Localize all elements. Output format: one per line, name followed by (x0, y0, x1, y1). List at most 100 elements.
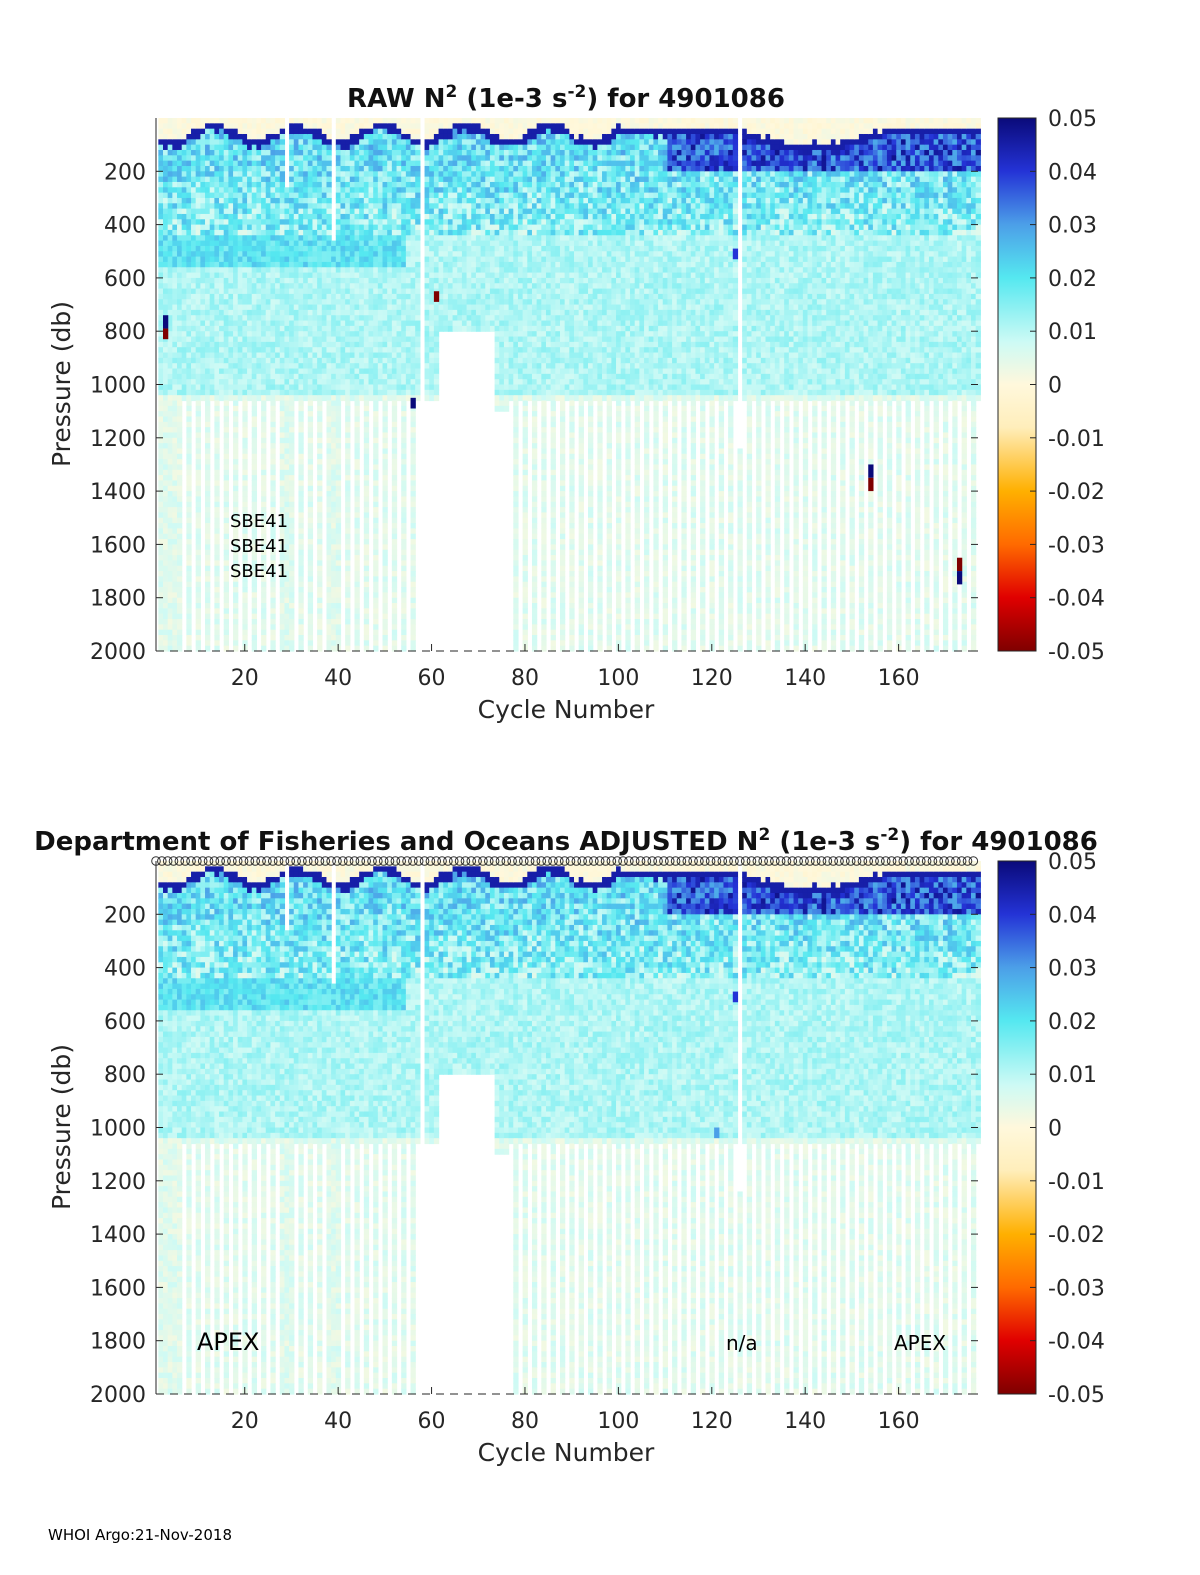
heatmap-cell (293, 176, 300, 183)
heatmap-cell (401, 453, 407, 460)
heatmap-cell (307, 507, 314, 514)
heatmap-cell (219, 395, 225, 402)
heatmap-cell (382, 256, 388, 263)
heatmap-cell (237, 155, 243, 162)
heatmap-cell (368, 160, 374, 167)
heatmap-cell (466, 320, 472, 327)
heatmap-cell (373, 613, 379, 620)
heatmap-cell (158, 176, 164, 183)
heatmap-cell (181, 229, 187, 236)
heatmap-cell (354, 277, 360, 284)
heatmap-cell (401, 400, 407, 407)
heatmap-cell (447, 277, 454, 284)
heatmap-cell (396, 213, 402, 220)
heatmap-cell (261, 624, 267, 631)
heatmap-cell (452, 240, 458, 247)
heatmap-cell (466, 299, 472, 306)
heatmap-cell (298, 421, 304, 428)
heatmap-cell (209, 240, 215, 247)
heatmap-cell (429, 267, 435, 274)
heatmap-cell (293, 341, 300, 348)
heatmap-cell (205, 160, 211, 167)
heatmap-cell (335, 251, 342, 258)
heatmap-cell (317, 485, 323, 492)
heatmap-cell (167, 171, 173, 178)
heatmap-cell (312, 315, 318, 322)
heatmap-cell (279, 416, 286, 423)
heatmap-cell (167, 224, 173, 231)
heatmap-cell (256, 133, 262, 140)
heatmap-cell (326, 491, 332, 498)
heatmap-cell (284, 576, 290, 583)
heatmap-cell (270, 555, 276, 561)
heatmap-cell (205, 427, 211, 434)
heatmap-cell (195, 576, 201, 583)
heatmap-cell (354, 165, 360, 172)
heatmap-cell (275, 341, 281, 348)
heatmap-cell (172, 469, 178, 476)
heatmap-cell (382, 421, 388, 428)
heatmap-cell (373, 144, 379, 151)
heatmap-cell (382, 160, 388, 167)
heatmap-cell (387, 165, 393, 172)
heatmap-cell (214, 400, 220, 407)
heatmap-cell (270, 517, 276, 524)
heatmap-cell (247, 277, 253, 284)
heatmap-cell (289, 560, 295, 567)
heatmap-cell (382, 331, 388, 338)
heatmap-cell (447, 171, 454, 178)
heatmap-cell (354, 475, 360, 482)
heatmap-cell (433, 320, 440, 327)
heatmap-cell (401, 219, 407, 226)
heatmap-cell (275, 389, 281, 396)
heatmap-cell (233, 309, 239, 316)
heatmap-cell (331, 288, 337, 295)
heatmap-cell (307, 421, 314, 428)
heatmap-cell (345, 283, 351, 290)
heatmap-cell (312, 357, 318, 364)
heatmap-cell (242, 395, 248, 402)
heatmap-cell (167, 544, 173, 551)
heatmap-cell (284, 229, 290, 236)
heatmap-cell (349, 144, 356, 151)
heatmap-cell (181, 352, 187, 359)
heatmap-cell (410, 576, 416, 583)
heatmap-cell (335, 523, 342, 530)
heatmap-cell (377, 304, 384, 311)
heatmap-cell (326, 288, 332, 295)
heatmap-cell (382, 576, 388, 583)
heatmap-cell (335, 203, 342, 210)
heatmap-cell (237, 187, 243, 194)
heatmap-cell (172, 405, 178, 412)
heatmap-cell (172, 304, 178, 311)
heatmap-cell (363, 528, 370, 535)
heatmap-cell (340, 123, 346, 130)
heatmap-cell (317, 507, 323, 514)
heatmap-cell (223, 373, 229, 380)
heatmap-cell (219, 208, 225, 215)
heatmap-cell (242, 581, 248, 588)
heatmap-cell (219, 171, 225, 178)
heatmap-cell (317, 224, 323, 231)
heatmap-cell (391, 608, 398, 615)
heatmap-cell (256, 363, 262, 370)
heatmap-cell (345, 603, 351, 609)
heatmap-cell (307, 613, 314, 620)
heatmap-cell (195, 208, 201, 215)
heatmap-cell (289, 624, 295, 631)
heatmap-cell (191, 160, 197, 167)
heatmap-cell (475, 288, 482, 295)
heatmap-cell (293, 245, 300, 252)
heatmap-cell (261, 581, 267, 588)
heatmap-cell (307, 523, 314, 530)
heatmap-cell (382, 139, 388, 146)
heatmap-cell (289, 517, 295, 524)
heatmap-cell (345, 608, 351, 615)
heatmap-cell (354, 181, 360, 188)
heatmap-cell (377, 165, 384, 172)
heatmap-cell (181, 123, 187, 130)
heatmap-cell (181, 347, 187, 354)
heatmap-cell (289, 507, 295, 514)
heatmap-cell (475, 144, 482, 151)
heatmap-cell (331, 459, 337, 466)
